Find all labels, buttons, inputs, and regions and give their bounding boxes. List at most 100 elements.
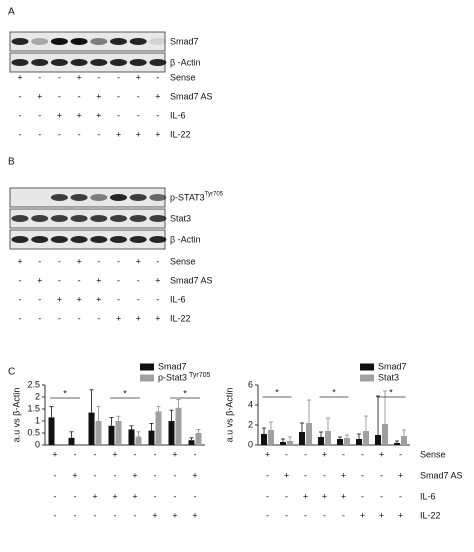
condition-sign: - <box>304 449 307 459</box>
blot-band <box>149 194 167 201</box>
condition-label: IL-6 <box>170 294 186 304</box>
condition-sign: + <box>192 510 197 520</box>
bar <box>115 421 122 445</box>
bar <box>195 433 202 445</box>
condition-sign: + <box>116 129 121 139</box>
condition-sign: - <box>97 313 100 323</box>
blot-band <box>50 59 68 66</box>
legend-label: Smad7 <box>158 361 187 371</box>
significance-mark: * <box>183 388 187 398</box>
blot-label: Smad7 <box>170 36 199 46</box>
condition-sign: - <box>54 470 57 480</box>
significance-mark: * <box>332 387 336 397</box>
y-tick-label: 2 <box>35 391 40 401</box>
bar <box>287 441 293 445</box>
condition-sign: + <box>398 470 403 480</box>
blot-label: p-STAT3 <box>170 192 205 202</box>
condition-sign: - <box>58 256 61 266</box>
blot-label: β -Actin <box>170 234 201 244</box>
condition-sign: - <box>399 449 402 459</box>
blot-band <box>149 215 167 222</box>
legend-label: p-Stat3 <box>158 372 187 382</box>
condition-sign: + <box>379 449 384 459</box>
condition-sign: - <box>134 510 137 520</box>
condition-label: Smad7 AS <box>170 275 213 285</box>
condition-sign: - <box>137 275 140 285</box>
condition-sign: + <box>112 491 117 501</box>
condition-sign: + <box>17 256 22 266</box>
condition-label: Sense <box>170 256 196 266</box>
condition-sign: + <box>132 470 137 480</box>
condition-sign: + <box>398 510 403 520</box>
condition-sign: + <box>37 91 42 101</box>
condition-sign: - <box>361 449 364 459</box>
condition-sign: - <box>38 294 41 304</box>
bar <box>280 442 286 445</box>
condition-label: Smad7 AS <box>170 91 213 101</box>
condition-sign: - <box>54 510 57 520</box>
bar <box>344 438 350 445</box>
condition-sign: - <box>38 256 41 266</box>
condition-sign: - <box>114 470 117 480</box>
condition-sign: + <box>341 491 346 501</box>
blot-band <box>50 38 68 45</box>
condition-sign: - <box>94 470 97 480</box>
y-tick-label: 1 <box>35 415 40 425</box>
y-tick-label: 0 <box>248 439 253 449</box>
condition-sign: + <box>172 449 177 459</box>
condition-sign: + <box>155 91 160 101</box>
condition-sign: - <box>97 129 100 139</box>
blot-band <box>90 194 108 201</box>
condition-sign: - <box>58 313 61 323</box>
condition-sign: - <box>134 449 137 459</box>
condition-label: IL-6 <box>170 110 186 120</box>
bar <box>168 421 175 445</box>
significance-mark: * <box>63 388 67 398</box>
condition-sign: - <box>361 470 364 480</box>
bar <box>325 431 331 445</box>
blot-band <box>90 38 108 45</box>
blot-band <box>129 215 147 222</box>
blot-label: β -Actin <box>170 57 201 67</box>
bar <box>306 423 312 445</box>
condition-sign: - <box>266 491 269 501</box>
condition-sign: - <box>74 510 77 520</box>
blot-band <box>11 38 29 45</box>
condition-sign: - <box>117 91 120 101</box>
blot-band <box>31 215 49 222</box>
legend-label: Stat3 <box>378 372 399 382</box>
condition-label: IL-22 <box>170 129 191 139</box>
blot-band <box>31 59 49 66</box>
condition-sign: - <box>117 110 120 120</box>
condition-sign: - <box>194 491 197 501</box>
condition-sign: - <box>117 275 120 285</box>
bar <box>135 436 142 445</box>
legend-label: Smad7 <box>378 361 407 371</box>
bar <box>88 412 95 445</box>
condition-sign: - <box>74 491 77 501</box>
bar <box>155 411 162 445</box>
bar <box>48 417 55 445</box>
condition-sign: + <box>76 256 81 266</box>
blot-band <box>129 194 147 201</box>
condition-sign: + <box>360 510 365 520</box>
condition-sign: - <box>380 470 383 480</box>
condition-sign: - <box>58 129 61 139</box>
legend-label-sup: Tyr705 <box>189 372 211 379</box>
y-tick-label: 4 <box>248 399 253 409</box>
condition-sign: - <box>97 256 100 266</box>
condition-sign: + <box>322 449 327 459</box>
blot-band <box>70 194 88 201</box>
condition-sign: + <box>284 470 289 480</box>
condition-sign: - <box>285 449 288 459</box>
condition-sign: - <box>194 449 197 459</box>
blot-band <box>110 194 127 201</box>
condition-sign: - <box>154 449 157 459</box>
blot-band <box>31 236 49 243</box>
condition-sign: - <box>174 470 177 480</box>
condition-sign: - <box>19 313 22 323</box>
condition-sign: - <box>94 449 97 459</box>
condition-sign: - <box>304 510 307 520</box>
condition-sign: - <box>117 256 120 266</box>
condition-sign: + <box>303 491 308 501</box>
